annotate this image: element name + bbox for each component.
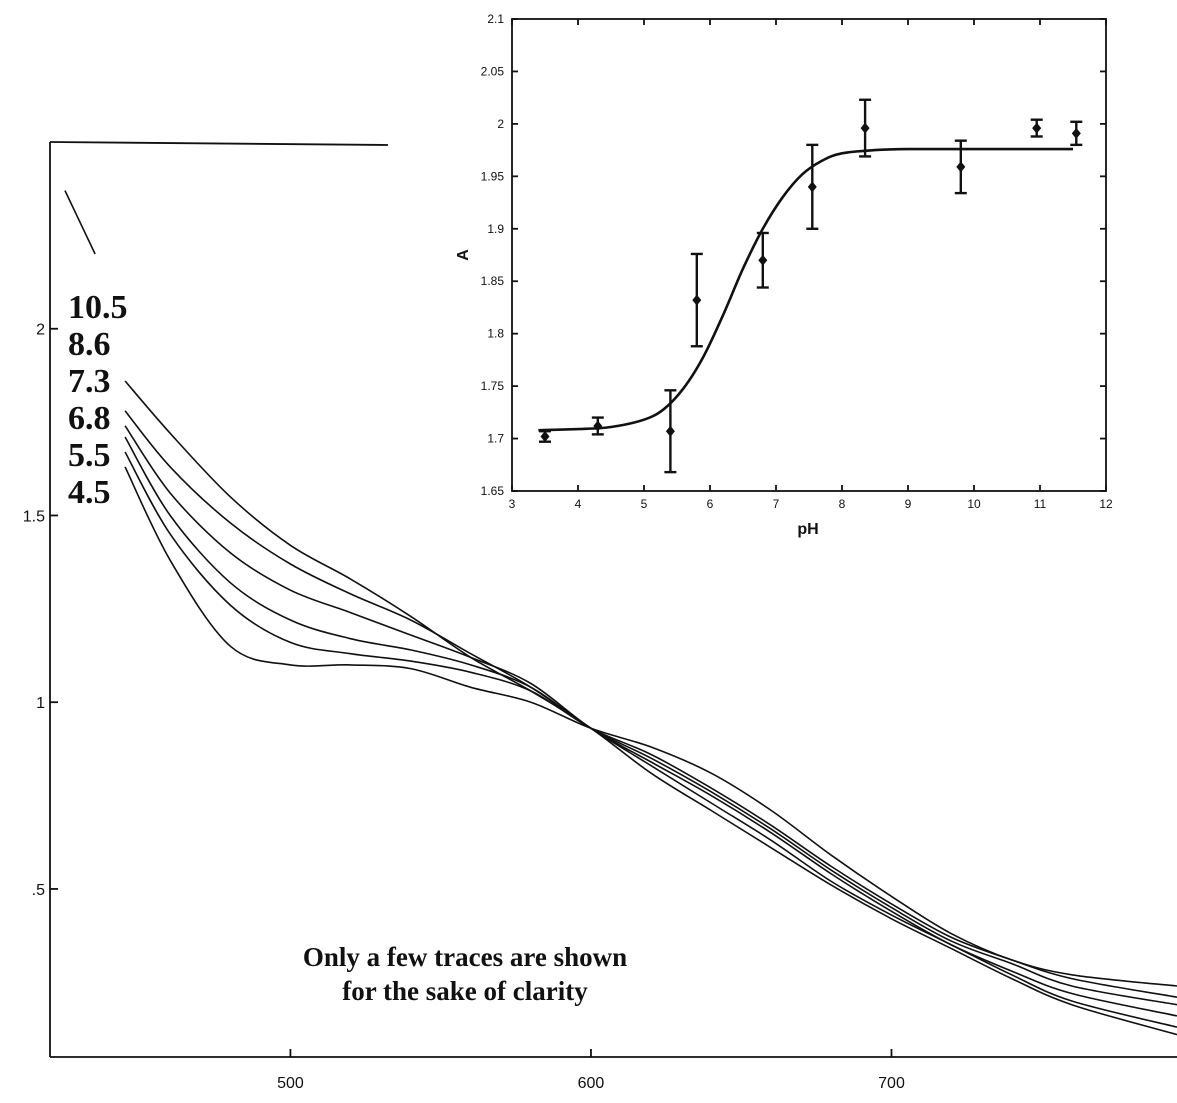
inset-x-tick-label: 8 (839, 497, 846, 511)
inset-y-tick-label: 2 (497, 117, 504, 131)
diamond-marker (1032, 122, 1042, 134)
inset-x-tick-label: 10 (967, 497, 981, 511)
main-y-tick-label: 1 (36, 695, 45, 712)
inset-y-tick-label: 1.9 (487, 222, 504, 236)
diamond-marker (540, 430, 550, 442)
inset-ph-chart: 3 4 5 6 7 8 9 10 11 12 1.65 1.7 1.75 1.8 1.85 1.9 1.95 2 2… (455, 12, 1113, 538)
inset-x-tick-label: 3 (509, 497, 516, 511)
main-y-tick-label: 1.5 (23, 508, 45, 525)
main-y-tick-label: .5 (32, 882, 45, 899)
diamond-marker (692, 294, 702, 306)
inset-x-axis-label: pH (797, 521, 818, 538)
inset-data-point-9 (1030, 118, 1043, 138)
diamond-marker (1071, 127, 1081, 139)
diamond-marker (956, 161, 966, 173)
main-x-ticks: 500 600 700 (277, 1049, 905, 1092)
inset-data-point-4 (690, 252, 703, 348)
main-top-border (49, 141, 389, 146)
diamond-marker (665, 425, 675, 437)
diamond-marker (807, 181, 817, 193)
ph-label-5-5: 5.5 (68, 437, 111, 474)
main-x-tick-label: 500 (277, 1075, 304, 1092)
absorbance-trace-5 (124, 451, 1177, 998)
ph-label-4-5: 4.5 (68, 474, 111, 511)
inset-data-point-8 (954, 139, 967, 195)
inset-x-tick-label: 5 (641, 497, 648, 511)
inset-x-tick-label: 9 (905, 497, 912, 511)
inset-y-tick-label: 1.8 (487, 327, 504, 341)
ph-label-6-8: 6.8 (68, 400, 111, 437)
ph-label-8-6: 8.6 (68, 326, 111, 363)
ph-label-10-5: 10.5 (68, 289, 128, 326)
inset-data-point-3 (664, 389, 677, 474)
inset-data-point-6 (806, 143, 819, 230)
inset-x-tick-label: 6 (707, 497, 714, 511)
inset-x-tick-label: 12 (1099, 497, 1113, 511)
ph-label-7-3: 7.3 (68, 363, 111, 400)
absorbance-trace-1 (124, 380, 1177, 1036)
main-y-ticks: .5 1 1.5 2 (23, 322, 58, 899)
inset-data-point-7 (859, 98, 872, 158)
inset-data-point-10 (1070, 120, 1083, 147)
inset-data-point-2 (591, 416, 604, 436)
inset-fit-curve (538, 147, 1073, 432)
inset-data-points (539, 98, 1083, 474)
absorbance-trace-7 (64, 190, 96, 255)
inset-y-tick-label: 1.65 (481, 484, 505, 498)
main-x-tick-label: 700 (878, 1075, 905, 1092)
inset-y-tick-label: 1.95 (481, 169, 505, 183)
inset-x-tick-label: 4 (575, 497, 582, 511)
absorbance-trace-2 (124, 410, 1177, 1028)
absorbance-trace-6 (124, 466, 1177, 987)
absorbance-trace-4 (124, 436, 1177, 1006)
inset-y-tick-label: 1.85 (481, 274, 505, 288)
inset-y-tick-label: 1.75 (481, 379, 505, 393)
diamond-marker (758, 254, 768, 266)
inset-y-tick-label: 2.05 (481, 64, 505, 78)
clarity-note-line-1: Only a few traces are shown (303, 942, 627, 972)
inset-data-point-5 (756, 231, 769, 289)
ph-labels: 10.58.67.36.85.54.5 (68, 289, 128, 511)
absorbance-traces (64, 190, 1177, 1036)
inset-x-tick-label: 11 (1034, 497, 1047, 511)
inset-data-point-1 (539, 430, 551, 443)
clarity-note-line-2: for the sake of clarity (342, 976, 588, 1006)
diamond-marker (593, 420, 603, 432)
inset-frame (511, 18, 1107, 492)
inset-ticks: 3 4 5 6 7 8 9 10 11 12 1.65 1.7 1.75 1.8 1.85 1.9 1.95 2 2… (481, 12, 1113, 511)
main-y-tick-label: 2 (36, 322, 45, 339)
main-x-tick-label: 600 (578, 1075, 605, 1092)
inset-y-tick-label: 2.1 (487, 12, 504, 26)
diamond-marker (860, 122, 870, 134)
inset-y-axis-label: A (455, 249, 472, 261)
absorbance-trace-3 (124, 425, 1177, 1017)
inset-y-tick-label: 1.7 (487, 432, 504, 446)
inset-x-tick-label: 7 (773, 497, 780, 511)
main-absorbance-chart: .5 1 1.5 2 500 600 700 10.58.67.36.85.54.5 On… (23, 141, 1177, 1092)
